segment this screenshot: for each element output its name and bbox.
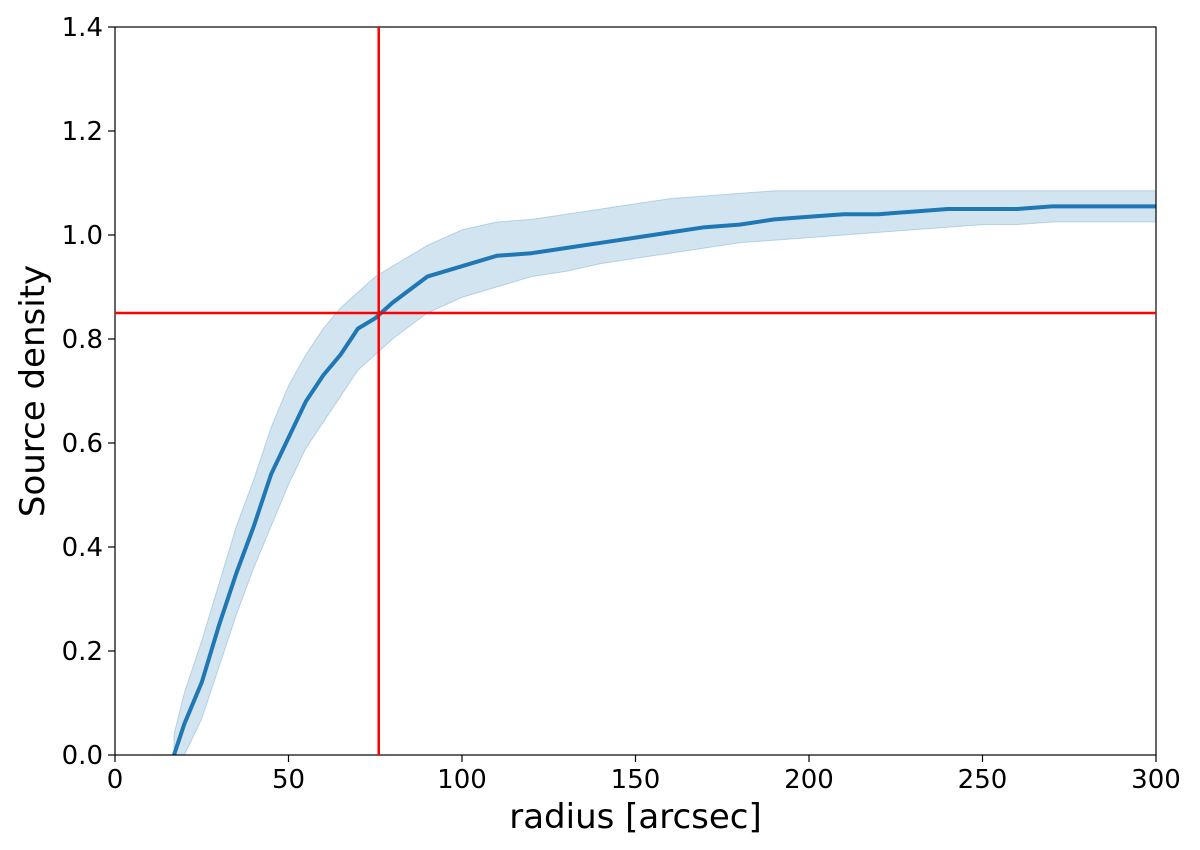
x-tick-label: 100 <box>437 765 487 795</box>
y-tick-label: 1.2 <box>62 117 103 147</box>
x-tick-label: 200 <box>784 765 834 795</box>
x-tick-label: 300 <box>1131 765 1181 795</box>
y-tick-label: 0.2 <box>62 637 103 667</box>
axes-frame <box>114 26 1157 756</box>
series-line-0 <box>172 204 1156 755</box>
x-tick-label: 50 <box>272 765 305 795</box>
y-tick-label: 1.4 <box>62 13 103 43</box>
x-tick-label: 250 <box>958 765 1008 795</box>
x-axis: 0 50 100 150 200 250 300 <box>107 755 1181 795</box>
y-tick-label: 0.0 <box>62 741 103 771</box>
y-tick-label: 1.0 <box>62 221 103 251</box>
y-tick-label: 0.6 <box>62 429 103 459</box>
plot-area <box>172 190 1156 755</box>
uncertainty-band-0 <box>173 190 1156 755</box>
y-tick-label: 0.8 <box>62 325 103 355</box>
y-axis-label: Source density <box>13 265 53 517</box>
x-axis-label: radius [arcsec] <box>509 797 762 837</box>
x-tick-label: 150 <box>611 765 661 795</box>
y-tick-label: 0.4 <box>62 533 103 563</box>
x-tick-label: 0 <box>107 765 124 795</box>
y-axis: 0.0 0.2 0.4 0.6 0.8 1.0 1.2 1.4 <box>62 13 115 771</box>
